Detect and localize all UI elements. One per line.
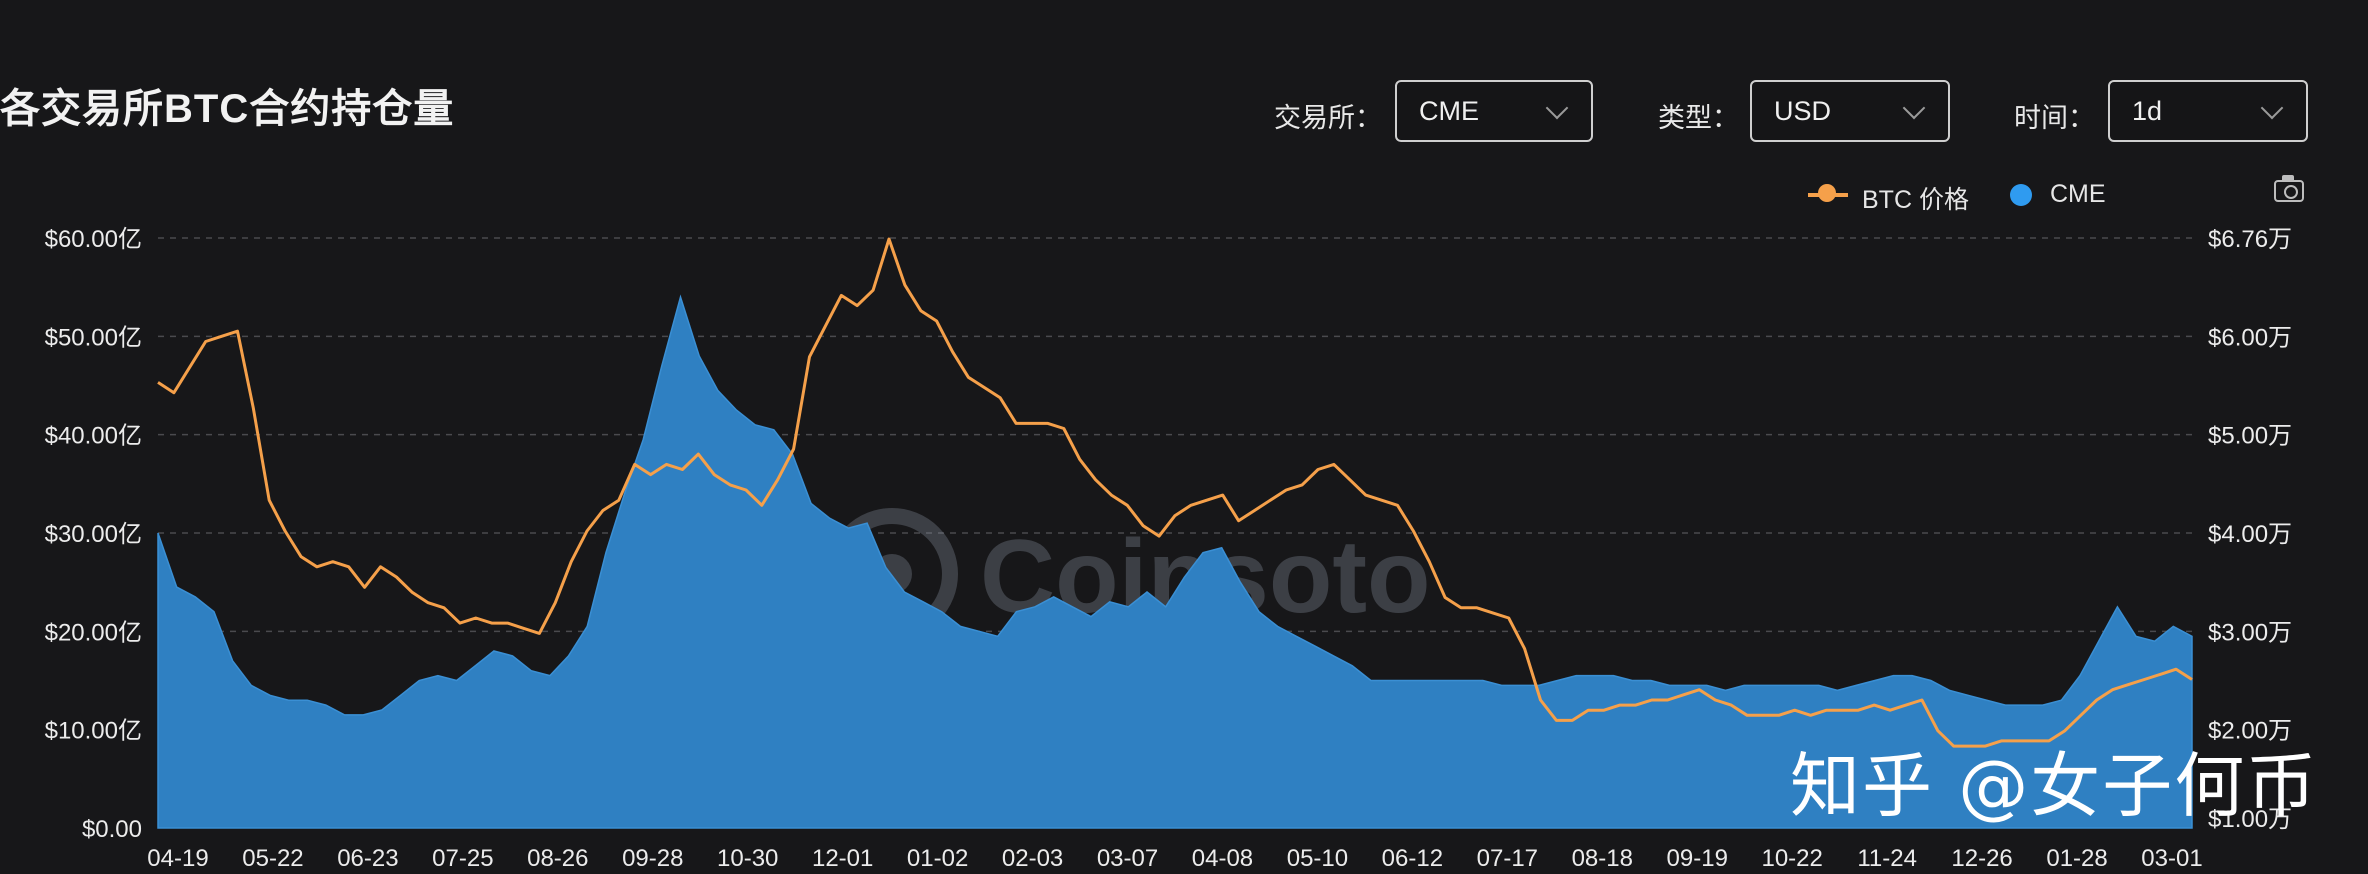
type-select[interactable]: USD	[1750, 80, 1950, 142]
x-tick-label: 08-26	[527, 845, 588, 872]
legend-dot-swatch	[2010, 184, 2032, 206]
chart-legend: BTC 价格 CME	[1808, 175, 2368, 214]
exchange-select-value: CME	[1419, 95, 1479, 126]
y-left-tick-label: $10.00亿	[45, 718, 142, 745]
time-label: 时间：	[2014, 103, 2095, 133]
legend-dot-swatch	[1818, 184, 1836, 202]
x-tick-label: 10-30	[717, 845, 778, 872]
y-right-tick-label: $6.76万	[2208, 226, 2292, 253]
page-title: 各交易所BTC合约持仓量	[0, 87, 455, 131]
y-right-tick-label: $5.00万	[2208, 423, 2292, 450]
y-left-tick-label: $30.00亿	[45, 521, 142, 548]
x-tick-label: 07-25	[432, 845, 493, 872]
x-tick-label: 09-19	[1667, 845, 1728, 872]
x-tick-label: 12-26	[1951, 845, 2012, 872]
y-right-tick-label: $6.00万	[2208, 324, 2292, 351]
y-right-tick-label: $1.00万	[2208, 806, 2292, 833]
x-tick-label: 11-24	[1857, 845, 1917, 872]
y-left-tick-label: $40.00亿	[45, 423, 142, 450]
y-right-tick-label: $3.00万	[2208, 619, 2292, 646]
x-tick-label: 10-22	[1761, 845, 1822, 872]
y-left-tick-label: $20.00亿	[45, 619, 142, 646]
exchange-label: 交易所：	[1274, 103, 1382, 133]
type-select-value: USD	[1774, 95, 1832, 126]
x-tick-label: 01-02	[907, 845, 968, 872]
camera-icon[interactable]	[2274, 175, 2304, 202]
x-tick-label: 05-10	[1287, 845, 1348, 872]
time-select-value: 1d	[2132, 95, 2163, 126]
x-tick-label: 01-28	[2046, 845, 2107, 872]
x-tick-label: 12-01	[812, 845, 873, 872]
x-tick-label: 06-23	[337, 845, 398, 872]
x-tick-label: 02-03	[1002, 845, 1063, 872]
x-tick-label: 04-19	[147, 845, 208, 872]
btc-price-line	[157, 237, 2193, 748]
legend-label-cme: CME	[2050, 180, 2106, 208]
time-select[interactable]: 1d	[2108, 80, 2308, 142]
x-tick-label: 08-18	[1572, 845, 1633, 872]
y-right-tick-label: $4.00万	[2208, 521, 2292, 548]
type-label: 类型：	[1658, 103, 1739, 133]
y-left-tick-label: $50.00亿	[45, 324, 142, 351]
x-tick-label: 06-12	[1382, 845, 1443, 872]
exchange-select[interactable]: CME	[1395, 80, 1593, 142]
x-tick-label: 04-08	[1192, 845, 1253, 872]
legend-label-btc-price: BTC 价格	[1862, 186, 1969, 214]
x-tick-label: 09-28	[622, 845, 683, 872]
author-watermark: 知乎 @女子何币	[1790, 745, 2319, 827]
y-left-tick-label: $60.00亿	[45, 226, 142, 253]
x-tick-label: 03-01	[2141, 845, 2202, 872]
x-tick-label: 07-17	[1477, 845, 1538, 872]
x-tick-label: 05-22	[242, 845, 303, 872]
y-left-tick-label: $0.00	[82, 816, 142, 843]
x-tick-label: 03-07	[1097, 845, 1158, 872]
y-right-tick-label: $2.00万	[2208, 718, 2292, 745]
